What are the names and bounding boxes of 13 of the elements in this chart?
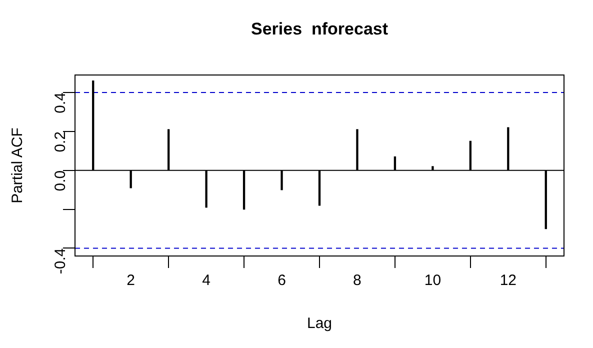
x-tick-label: 8 xyxy=(353,272,362,290)
x-tick-label: 4 xyxy=(202,272,210,290)
y-tick-label: -0.4 xyxy=(52,248,70,274)
chart-title: Series nforecast xyxy=(250,20,388,39)
x-tick-label: 2 xyxy=(126,272,136,290)
y-tick-label: 0.2 xyxy=(52,131,70,152)
x-axis-title: Lag xyxy=(306,315,332,332)
y-tick-label: 0.0 xyxy=(52,170,70,192)
x-tick-label: 6 xyxy=(278,272,286,290)
x-tick-label: 12 xyxy=(500,272,516,290)
x-tick-label: 10 xyxy=(424,272,442,290)
y-tick-label: 0.4 xyxy=(52,92,70,114)
y-axis-title: Partial ACF xyxy=(9,128,26,204)
